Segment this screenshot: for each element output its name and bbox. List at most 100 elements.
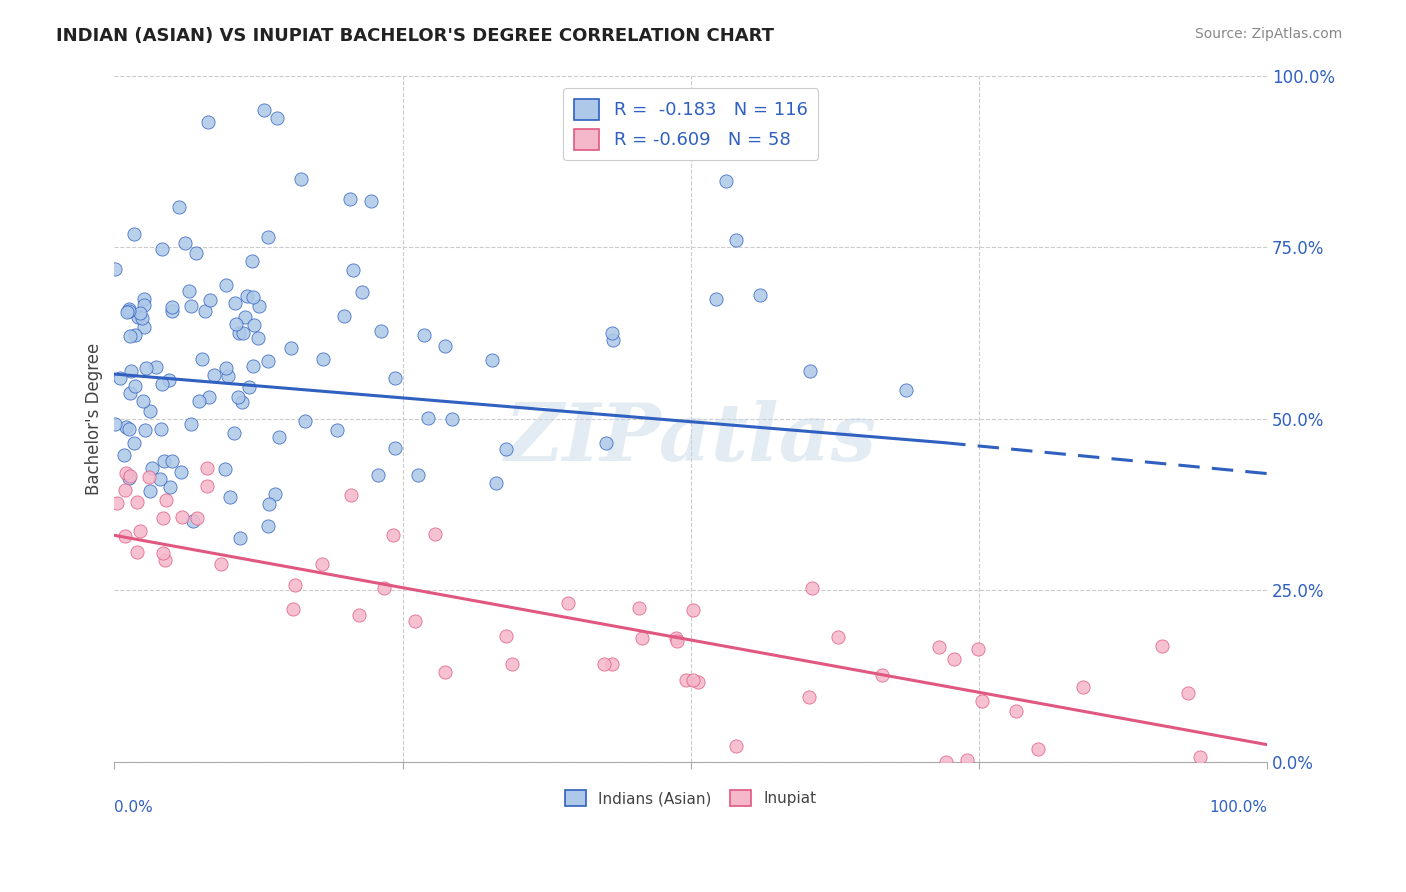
Point [128, 305, 150, 319]
Point [188, 393, 211, 408]
Point [247, 331, 270, 345]
Point [406, 468, 429, 483]
Point [943, 652, 966, 666]
Point [150, 376, 173, 391]
Point [284, 578, 307, 592]
Point [238, 380, 260, 394]
Point [799, 364, 821, 378]
Point [801, 581, 824, 595]
Point [231, 395, 253, 409]
Point [197, 115, 219, 129]
Point [132, 292, 155, 306]
Legend: Indians (Asian), Inupiat: Indians (Asian), Inupiat [558, 784, 823, 813]
Point [167, 200, 190, 214]
Point [967, 642, 990, 657]
Point [112, 448, 135, 462]
Point [214, 461, 236, 475]
Point [214, 360, 236, 375]
Point [184, 246, 207, 260]
Point [132, 298, 155, 312]
Point [1152, 640, 1174, 654]
Point [118, 421, 141, 435]
Point [236, 288, 259, 302]
Point [367, 467, 389, 482]
Point [225, 318, 247, 332]
Point [132, 394, 155, 409]
Text: Source: ZipAtlas.com: Source: ZipAtlas.com [1195, 27, 1343, 41]
Point [714, 174, 737, 188]
Point [149, 472, 172, 486]
Point [928, 640, 950, 654]
Point [138, 470, 160, 484]
Point [177, 284, 200, 298]
Point [172, 509, 194, 524]
Point [495, 629, 517, 643]
Point [256, 230, 278, 244]
Point [122, 436, 145, 450]
Point [433, 338, 456, 352]
Point [263, 486, 285, 500]
Point [141, 461, 163, 475]
Point [370, 324, 392, 338]
Point [481, 352, 503, 367]
Point [1026, 742, 1049, 756]
Point [382, 528, 405, 542]
Point [1177, 686, 1199, 700]
Point [441, 412, 464, 426]
Point [725, 234, 748, 248]
Point [557, 596, 579, 610]
Point [150, 422, 173, 436]
Point [224, 296, 246, 310]
Point [280, 341, 302, 355]
Point [145, 360, 167, 375]
Point [195, 460, 218, 475]
Point [956, 753, 979, 767]
Point [117, 302, 139, 317]
Point [269, 430, 291, 444]
Point [226, 390, 249, 404]
Point [124, 379, 146, 393]
Point [686, 675, 709, 690]
Point [181, 515, 204, 529]
Point [127, 495, 149, 509]
Text: 100.0%: 100.0% [1209, 799, 1267, 814]
Point [242, 359, 264, 373]
Point [253, 103, 276, 118]
Point [118, 385, 141, 400]
Point [118, 304, 141, 318]
Point [827, 630, 849, 644]
Point [485, 476, 508, 491]
Text: ZIPatlas: ZIPatlas [505, 401, 877, 478]
Point [108, 371, 131, 385]
Point [198, 390, 221, 404]
Point [1071, 681, 1094, 695]
Point [114, 467, 136, 481]
Point [384, 370, 406, 384]
Point [665, 634, 688, 648]
Point [160, 454, 183, 468]
Point [124, 227, 146, 241]
Point [217, 369, 239, 384]
Point [118, 328, 141, 343]
Point [228, 326, 250, 341]
Point [233, 310, 256, 324]
Point [139, 404, 162, 418]
Point [630, 632, 652, 646]
Point [592, 657, 614, 671]
Point [311, 557, 333, 571]
Point [333, 309, 356, 323]
Point [682, 673, 704, 687]
Point [194, 304, 217, 318]
Point [600, 326, 623, 340]
Point [595, 435, 617, 450]
Point [159, 480, 181, 494]
Point [404, 614, 426, 628]
Point [209, 557, 232, 571]
Point [1188, 750, 1211, 764]
Point [704, 292, 727, 306]
Point [135, 360, 157, 375]
Text: INDIAN (ASIAN) VS INUPIAT BACHELOR'S DEGREE CORRELATION CHART: INDIAN (ASIAN) VS INUPIAT BACHELOR'S DEG… [56, 27, 775, 45]
Point [1004, 704, 1026, 718]
Point [894, 384, 917, 398]
Point [339, 192, 361, 206]
